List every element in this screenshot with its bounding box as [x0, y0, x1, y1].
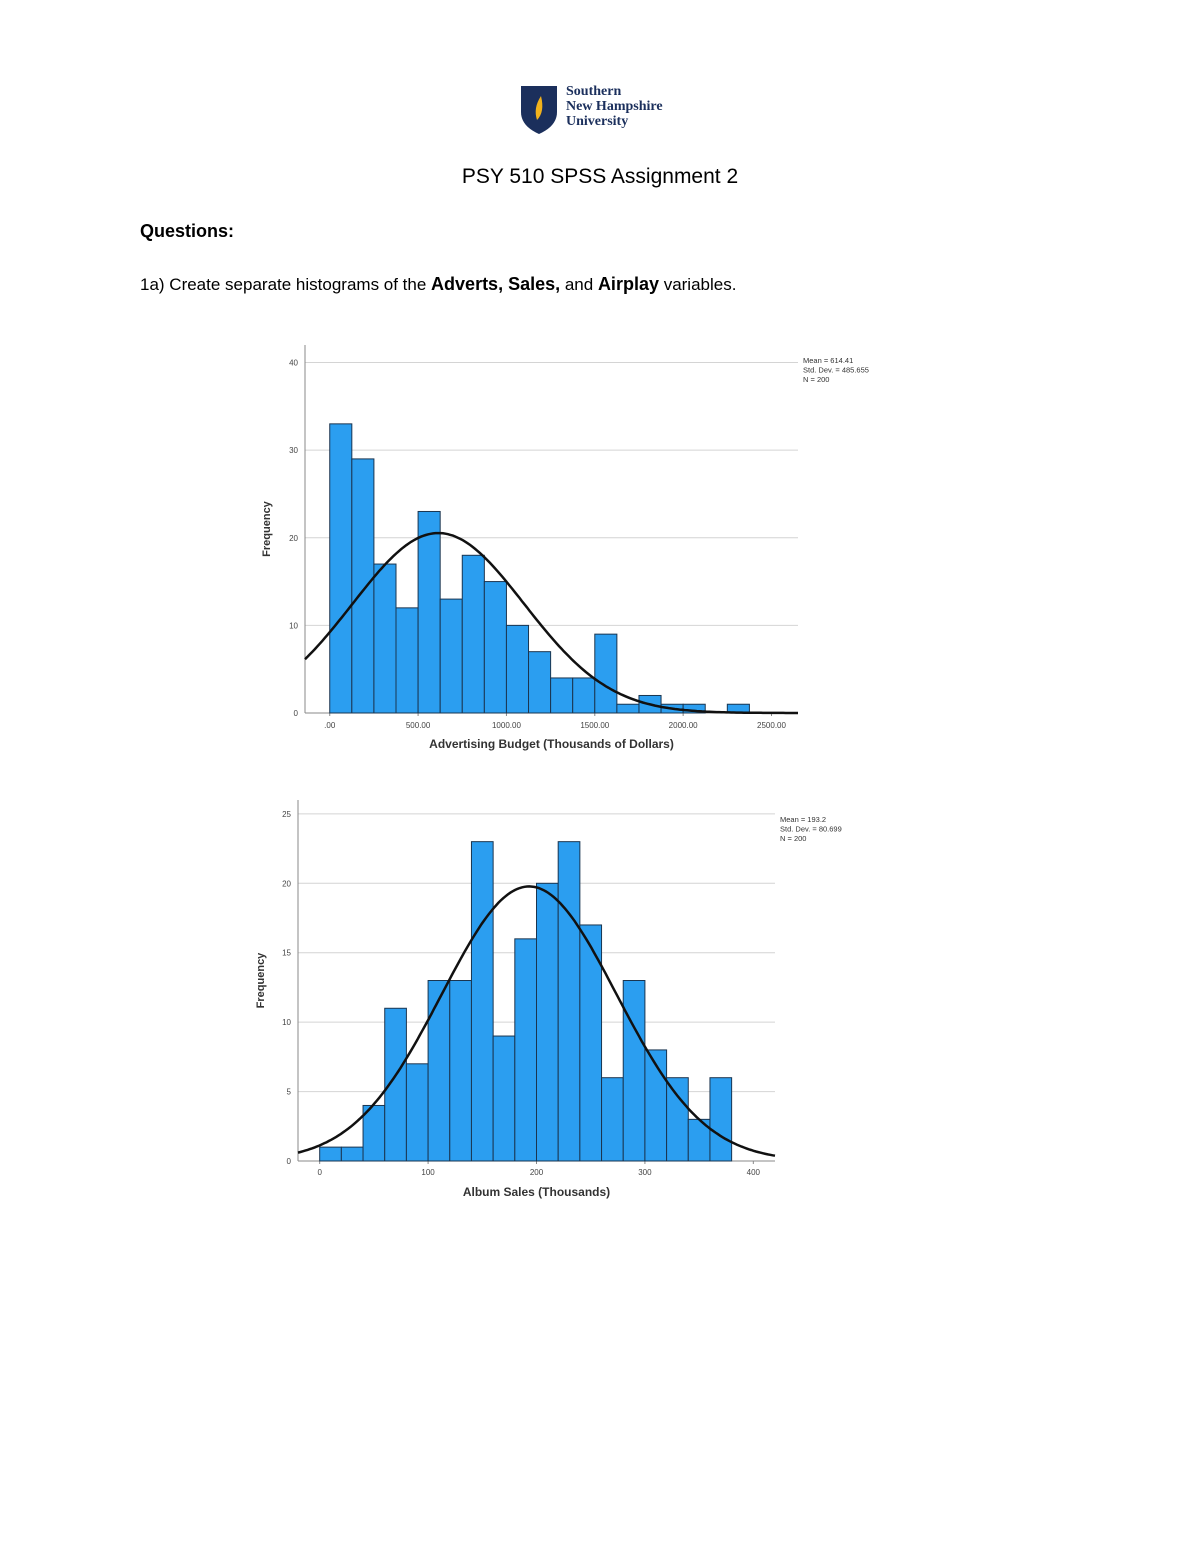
title: PSY 510 SPSS Assignment 2 [461, 165, 739, 188]
heading: Questions: [140, 221, 235, 241]
normal-curve [304, 531, 798, 715]
y-tick-label: 25 [282, 810, 291, 819]
bar [340, 1146, 364, 1162]
bar [373, 563, 397, 714]
x-tick-label: 1500.00 [580, 721, 609, 730]
x-tick-label: 2000.00 [669, 721, 698, 730]
bar [319, 1146, 342, 1162]
bar [601, 1077, 624, 1162]
bar [483, 581, 507, 714]
x-axis-title: Album Sales (Thousands) [463, 1185, 610, 1199]
bar [709, 1077, 733, 1162]
stats-label: Std. Dev. = 80.699 [780, 825, 842, 834]
y-tick-label: 40 [289, 359, 298, 368]
logo-line: University [566, 114, 629, 129]
y-axis-title: Frequency [261, 500, 273, 557]
bar [666, 1077, 689, 1162]
bar [461, 554, 485, 714]
y-tick-label: 30 [289, 446, 298, 455]
bar [329, 423, 353, 714]
normal-curve [297, 885, 776, 1157]
question-text: variables. [658, 275, 737, 294]
x-tick-label: 500.00 [406, 721, 431, 730]
logo-shield [521, 86, 557, 134]
bar [505, 624, 530, 714]
y-tick-label: 10 [282, 1018, 291, 1027]
stats-label: Mean = 614.41 [803, 356, 853, 365]
logo-line: Southern [566, 84, 622, 99]
y-tick-label: 5 [287, 1088, 292, 1097]
x-tick-label: 0 [317, 1168, 322, 1177]
y-tick-label: 15 [282, 949, 291, 958]
bar [395, 607, 419, 714]
bar [427, 980, 451, 1162]
y-tick-label: 20 [282, 879, 291, 888]
bar [405, 1063, 429, 1162]
stats-label: Mean = 193.2 [780, 815, 826, 824]
question-text: and [560, 275, 598, 294]
x-tick-label: 2500.00 [757, 721, 786, 730]
bar [449, 980, 472, 1162]
question-text: 1a) Create separate histograms of the [140, 275, 432, 294]
x-tick-label: 400 [747, 1168, 761, 1177]
logo-text: Southern New Hampshire University [566, 84, 663, 129]
question-text: Adverts, Sales, [431, 274, 561, 294]
bar [528, 651, 552, 714]
bar [439, 598, 463, 714]
bar [536, 882, 559, 1162]
bar [579, 924, 603, 1162]
x-tick-label: 100 [421, 1168, 435, 1177]
y-tick-label: 0 [287, 1157, 292, 1166]
bar [514, 938, 537, 1162]
bar [682, 703, 706, 714]
question-text: Airplay [597, 274, 659, 294]
bar [492, 1035, 516, 1162]
x-axis-title: Advertising Budget (Thousands of Dollars… [429, 737, 674, 751]
y-axis-title: Frequency [255, 952, 267, 1009]
bar [557, 841, 581, 1162]
bar [622, 980, 646, 1162]
x-tick-label: 200 [530, 1168, 544, 1177]
stats-label: N = 200 [780, 834, 806, 843]
x-tick-label: 300 [638, 1168, 652, 1177]
stats-label: Std. Dev. = 485.655 [803, 366, 869, 375]
logo-line: New Hampshire [566, 99, 663, 114]
bar [470, 841, 494, 1162]
stats-label: N = 200 [803, 375, 829, 384]
y-tick-label: 20 [289, 534, 298, 543]
y-tick-label: 10 [289, 621, 298, 630]
y-tick-label: 0 [294, 709, 299, 718]
x-tick-label: 1000.00 [492, 721, 521, 730]
bar [417, 510, 441, 714]
bar [572, 677, 596, 714]
bar [616, 703, 640, 714]
bar [594, 633, 618, 714]
bar [351, 458, 375, 714]
x-tick-label: .00 [324, 721, 336, 730]
bar [550, 677, 574, 714]
question: 1a) Create separate histograms of the Ad… [140, 274, 736, 295]
